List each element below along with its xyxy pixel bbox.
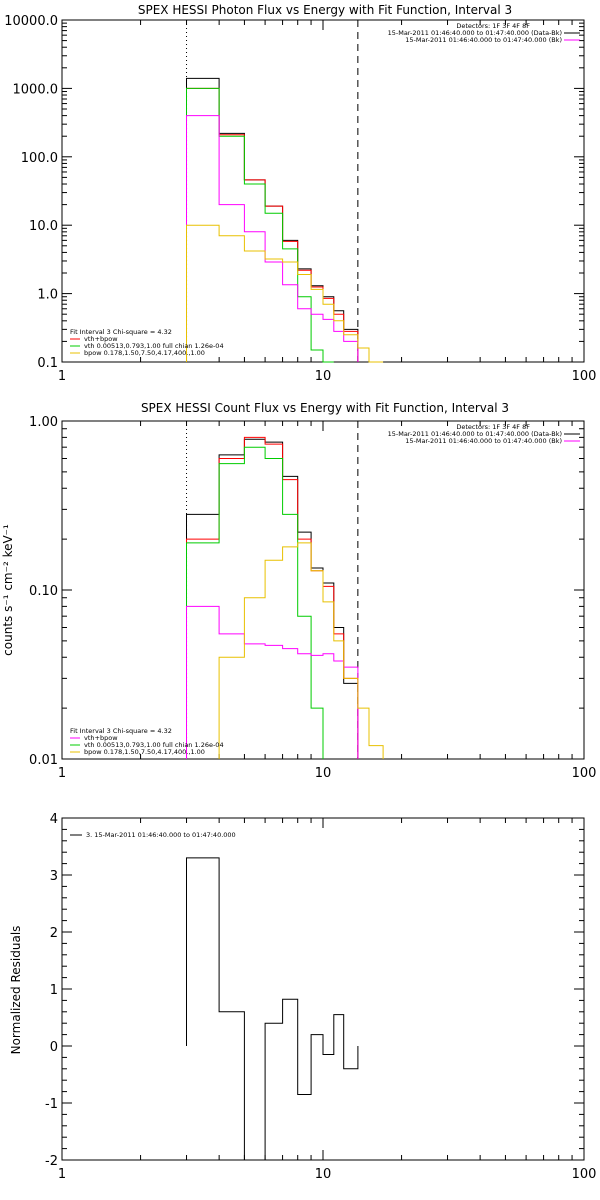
- y-tick-label: 1.0: [37, 288, 58, 303]
- legend-vth-label: vth 0.00513,0.793,1.00 full chian 1.26e-…: [84, 342, 224, 350]
- photon-flux-legend-top: Detectors: 1F 3F 4F 8F 15-Mar-2011 01:46…: [388, 22, 580, 44]
- legend-fit-interval: Fit Interval 3 Chi-square = 4.32: [70, 727, 172, 735]
- photon-flux-series: [186, 77, 384, 363]
- legend-interval-label: 3. 15-Mar-2011 01:46:40.000 to 01:47:40.…: [86, 831, 236, 839]
- series-spectrum_bk-line: [186, 115, 359, 362]
- count-flux-series: [186, 436, 384, 759]
- count-flux-title: SPEX HESSI Count Flux vs Energy with Fit…: [141, 401, 509, 415]
- photon-flux-title: SPEX HESSI Photon Flux vs Energy with Fi…: [138, 3, 512, 17]
- series-bpow-line: [186, 224, 384, 363]
- count-flux-legend-top: Detectors: 1F 3F 4F 8F 15-Mar-2011 01:46…: [388, 423, 580, 445]
- count-flux-legend-bottom: Fit Interval 3 Chi-square = 4.32 vth+bpo…: [70, 727, 224, 756]
- x-tick-label: 1: [58, 766, 66, 781]
- series-spectrum_bk-line: [186, 605, 359, 759]
- residuals-legend: 3. 15-Mar-2011 01:46:40.000 to 01:47:40.…: [70, 831, 236, 839]
- x-tick-label: 1: [58, 1167, 66, 1182]
- x-tick-label: 1: [58, 369, 66, 384]
- residuals-panel: Normalized Residuals 1 10 100 -2 -1 0 1 2 3 4 3. …: [9, 812, 596, 1182]
- x-tick-label: 100: [572, 369, 597, 384]
- y-tick-label: 1: [50, 983, 58, 998]
- legend-data-bk: 15-Mar-2011 01:46:40.000 to 01:47:40.000…: [388, 29, 562, 37]
- y-tick-label: -1: [45, 1097, 58, 1112]
- legend-bpow-label: bpow 0.178,1.50,7.50,4.17,400.,1.00: [84, 349, 205, 357]
- y-tick-label: 10.0: [29, 219, 58, 234]
- y-tick-label: 2: [50, 926, 58, 941]
- legend-bk: 15-Mar-2011 01:46:40.000 to 01:47:40.000…: [405, 437, 562, 445]
- y-tick-label: 1.00: [29, 415, 58, 430]
- series-vth-line: [186, 446, 324, 759]
- y-tick-label: 10000.0: [4, 14, 58, 29]
- photon-flux-legend-bottom: Fit Interval 3 Chi-square = 4.32 vth+bpo…: [70, 328, 224, 357]
- residuals-axes: 1 10 100 -2 -1 0 1 2 3 4: [45, 812, 596, 1182]
- series-total-line: [186, 857, 359, 1161]
- x-tick-label: 10: [315, 369, 332, 384]
- y-tick-label: 0.10: [29, 584, 58, 599]
- x-tick-label: 100: [572, 1167, 597, 1182]
- legend-detectors: Detectors: 1F 3F 4F 8F: [456, 423, 530, 431]
- legend-fit-interval: Fit Interval 3 Chi-square = 4.32: [70, 328, 172, 336]
- legend-detectors: Detectors: 1F 3F 4F 8F: [456, 22, 530, 30]
- y-tick-label: 0: [50, 1040, 58, 1055]
- series-fit-line: [186, 436, 359, 759]
- legend-fit-label: vth+bpow: [84, 734, 118, 742]
- legend-bk: 15-Mar-2011 01:46:40.000 to 01:47:40.000…: [405, 36, 562, 44]
- residuals-y-axis-label: Normalized Residuals: [9, 926, 23, 1055]
- y-tick-label: 0.01: [29, 753, 58, 768]
- legend-data-bk: 15-Mar-2011 01:46:40.000 to 01:47:40.000…: [388, 430, 562, 438]
- y-tick-label: 0.1: [37, 356, 58, 371]
- x-tick-label: 10: [315, 1167, 332, 1182]
- legend-vth-label: vth 0.00513,0.793,1.00 full chian 1.26e-…: [84, 741, 224, 749]
- legend-bpow-label: bpow 0.178,1.50,7.50,4.17,400.,1.00: [84, 748, 205, 756]
- y-tick-label: 3: [50, 869, 58, 884]
- photon-flux-axes: 1 10 100 0.1 1.0 10.0 100.0 1000.0 10000.0: [4, 14, 596, 384]
- y-tick-label: 4: [50, 812, 58, 827]
- series-bpow-line: [218, 542, 384, 759]
- y-tick-label: 100.0: [21, 151, 58, 166]
- photon-flux-panel: SPEX HESSI Photon Flux vs Energy with Fi…: [4, 3, 596, 384]
- count-flux-panel: SPEX HESSI Count Flux vs Energy with Fit…: [1, 401, 596, 781]
- count-flux-y-axis-label: counts s⁻¹ cm⁻² keV⁻¹: [1, 524, 15, 656]
- x-tick-label: 100: [572, 766, 597, 781]
- legend-fit-label: vth+bpow: [84, 335, 118, 343]
- y-tick-label: 1000.0: [13, 82, 59, 97]
- residuals-series: [186, 857, 359, 1161]
- x-tick-label: 10: [315, 766, 332, 781]
- y-tick-label: -2: [45, 1154, 58, 1169]
